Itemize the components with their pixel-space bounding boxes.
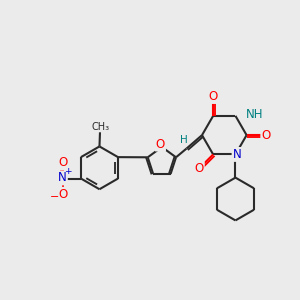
Text: O: O	[261, 129, 271, 142]
Text: O: O	[58, 188, 67, 201]
Text: NH: NH	[246, 108, 263, 121]
Text: O: O	[58, 156, 67, 169]
Text: CH₃: CH₃	[91, 122, 109, 131]
Text: O: O	[156, 138, 165, 151]
Text: N: N	[58, 171, 67, 184]
Text: +: +	[64, 167, 71, 176]
Text: O: O	[195, 162, 204, 175]
Text: N: N	[232, 148, 241, 161]
Text: −: −	[50, 192, 59, 202]
Text: H: H	[180, 135, 188, 145]
Text: O: O	[208, 90, 218, 103]
